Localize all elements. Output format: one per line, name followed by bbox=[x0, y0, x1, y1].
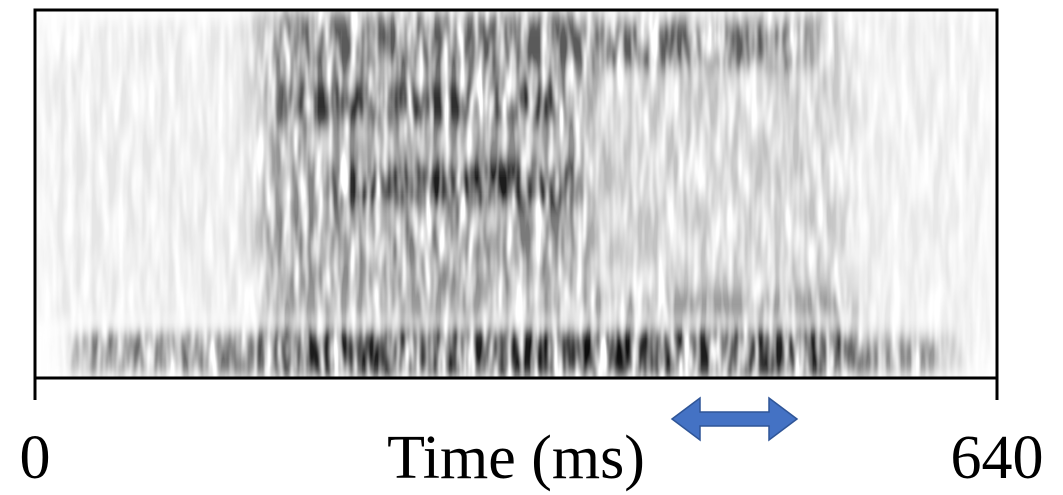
x-tick-label: 640 bbox=[951, 424, 1044, 492]
spectrogram bbox=[35, 10, 997, 378]
arrow bbox=[670, 396, 799, 442]
x-axis-label: Time (ms) bbox=[387, 424, 645, 492]
x-tick-label: 0 bbox=[20, 424, 51, 492]
